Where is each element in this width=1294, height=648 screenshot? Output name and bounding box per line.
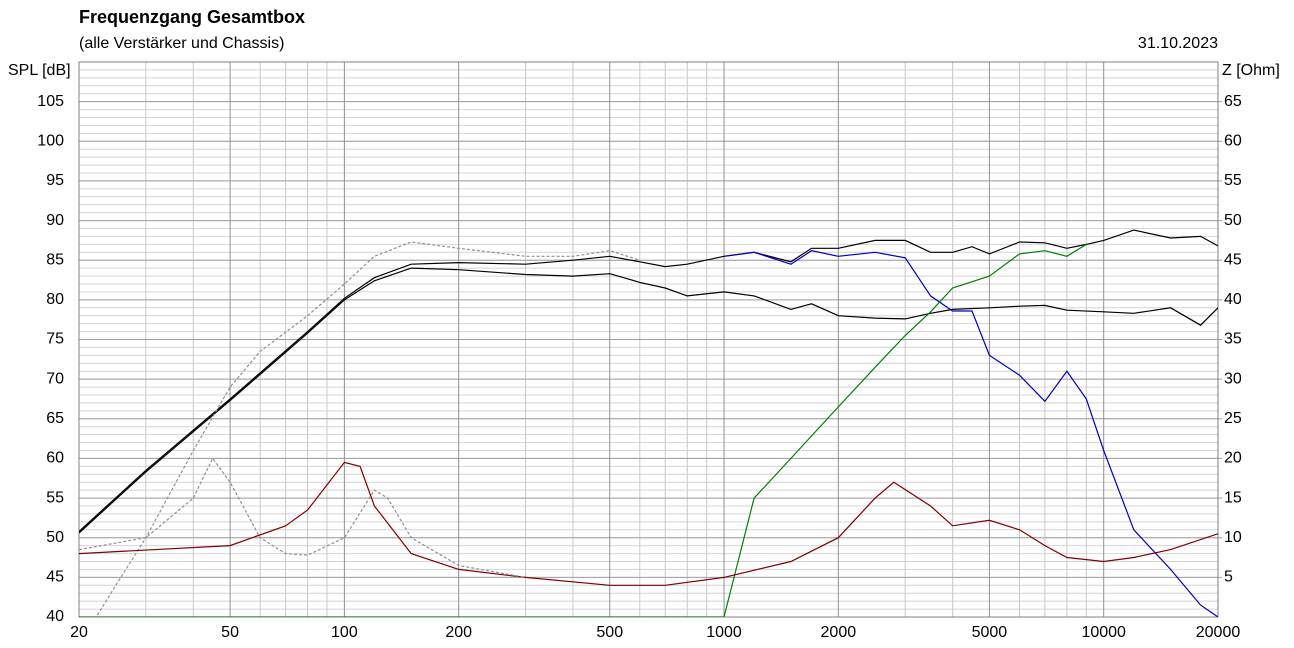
- chart-subtitle: (alle Verstärker und Chassis): [79, 35, 284, 52]
- y-tick-label: 60: [46, 450, 64, 467]
- y-tick-label: 40: [46, 608, 64, 625]
- chart-date: 31.10.2023: [1138, 35, 1218, 52]
- y2-tick-label: 25: [1224, 410, 1242, 427]
- series-line: [79, 461, 1218, 586]
- series-line: [79, 243, 1087, 617]
- x-tick-label: 20000: [1196, 624, 1241, 641]
- y2-tick-label: 35: [1224, 331, 1242, 348]
- y2-tick-label: 30: [1224, 370, 1242, 387]
- y2-tick-label: 60: [1224, 133, 1242, 150]
- y2-tick-label: 65: [1224, 93, 1242, 110]
- x-tick-label: 100: [331, 624, 358, 641]
- series-line: [79, 267, 1218, 534]
- y2-tick-label: 20: [1224, 450, 1242, 467]
- x-tick-label: 200: [445, 624, 472, 641]
- plot-lines: [79, 229, 1218, 617]
- y-axis-label: SPL [dB]: [8, 62, 71, 79]
- y-tick-label: 75: [46, 331, 64, 348]
- y2-tick-label: 40: [1224, 291, 1242, 308]
- series-line: [723, 250, 1218, 617]
- y2-tick-label: 45: [1224, 251, 1242, 268]
- y2-tick-label: 15: [1224, 489, 1242, 506]
- x-tick-label: 5000: [972, 624, 1008, 641]
- y-tick-label: 85: [46, 251, 64, 268]
- x-tick-label: 20: [70, 624, 88, 641]
- y2-tick-label: 5: [1224, 569, 1233, 586]
- series-line: [79, 457, 526, 578]
- series-line: [95, 241, 640, 617]
- x-tick-label: 2000: [821, 624, 857, 641]
- y2-tick-label: 55: [1224, 172, 1242, 189]
- x-tick-label: 10000: [1081, 624, 1126, 641]
- series-line: [79, 229, 1218, 532]
- y-tick-label: 50: [46, 529, 64, 546]
- y-tick-label: 65: [46, 410, 64, 427]
- y-tick-label: 55: [46, 489, 64, 506]
- y-tick-label: 45: [46, 569, 64, 586]
- x-tick-label: 1000: [706, 624, 742, 641]
- y2-tick-label: 10: [1224, 529, 1242, 546]
- y-tick-label: 105: [37, 93, 64, 110]
- y-tick-label: 90: [46, 212, 64, 229]
- x-tick-label: 50: [221, 624, 239, 641]
- chart-title: Frequenzgang Gesamtbox: [79, 7, 305, 27]
- y-tick-label: 80: [46, 291, 64, 308]
- y2-axis-label: Z [Ohm]: [1222, 62, 1280, 79]
- y-tick-label: 95: [46, 172, 64, 189]
- x-tick-label: 500: [596, 624, 623, 641]
- y-tick-label: 70: [46, 370, 64, 387]
- y-tick-label: 100: [37, 133, 64, 150]
- y2-tick-label: 50: [1224, 212, 1242, 229]
